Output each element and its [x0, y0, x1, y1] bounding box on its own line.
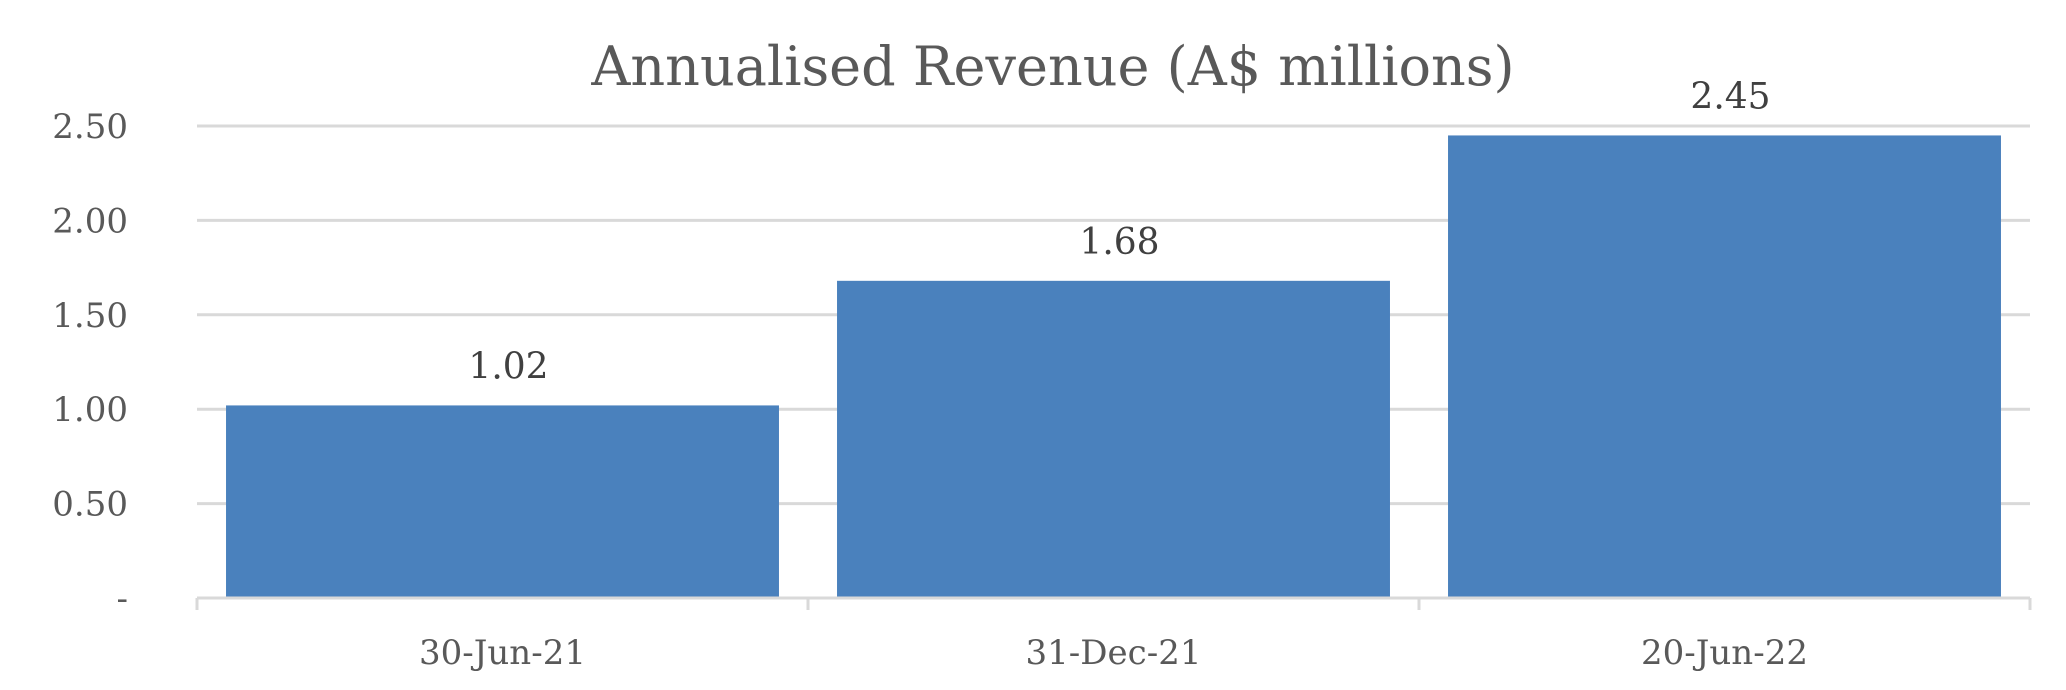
- y-tick-label: 1.50: [52, 296, 128, 336]
- data-label: 1.02: [468, 346, 548, 387]
- x-axis-tick-labels: 30-Jun-21 31-Dec-21 20-Jun-22: [419, 633, 1808, 673]
- chart-title: Annualised Revenue (A$ millions): [590, 35, 1514, 98]
- bar: [1448, 135, 2001, 598]
- bar: [837, 280, 1390, 598]
- y-tick-label: 2.00: [52, 201, 128, 241]
- y-tick-label: 1.00: [52, 390, 128, 430]
- bar: [226, 405, 779, 598]
- data-label: 1.68: [1079, 222, 1159, 263]
- data-labels: 1.02 1.68 2.45: [468, 76, 1770, 387]
- y-axis-tick-labels: - 0.50 1.00 1.50 2.00 2.50: [52, 107, 128, 619]
- bars: [226, 135, 2001, 598]
- y-tick-label: 2.50: [52, 107, 128, 147]
- x-tick-label: 30-Jun-21: [419, 633, 586, 673]
- data-label: 2.45: [1690, 76, 1770, 117]
- x-tick-label: 20-Jun-22: [1641, 633, 1808, 673]
- y-tick-label: -: [117, 579, 129, 619]
- x-tick-label: 31-Dec-21: [1026, 633, 1202, 673]
- x-axis: [195, 596, 2032, 610]
- y-tick-label: 0.50: [52, 485, 128, 525]
